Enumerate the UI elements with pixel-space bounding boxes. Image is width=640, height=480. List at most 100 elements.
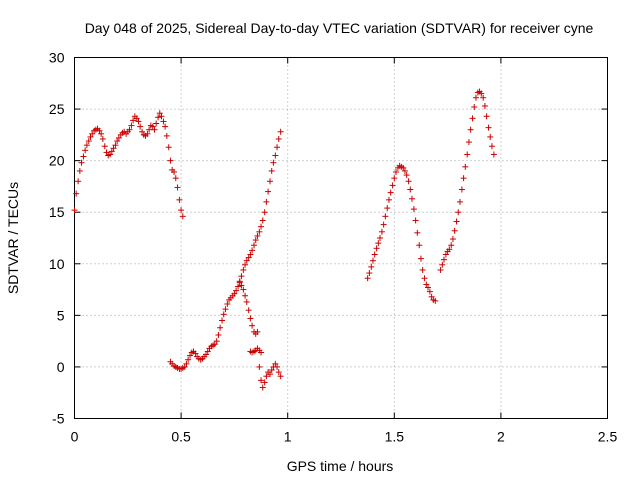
data-point [75,178,82,185]
y-tick-label: 20 [49,153,65,169]
data-point [259,217,266,224]
data-point [416,242,423,249]
data-point [256,363,263,370]
data-point [215,331,222,338]
data-point [446,246,453,253]
data-point [71,207,78,214]
data-point [203,351,210,358]
data-point [165,144,172,151]
data-point [254,232,261,239]
data-point [366,270,373,277]
data-point [238,273,245,280]
data-point [462,163,469,170]
data-point [110,145,117,152]
data-point [243,298,250,305]
data-point [256,228,263,235]
data-point [451,227,458,234]
data-point [220,311,227,318]
data-point [231,290,238,297]
data-point [421,275,428,282]
y-tick-label: 30 [49,50,65,66]
data-point [471,104,478,111]
data-point [414,229,421,236]
data-point [149,123,156,130]
data-point [96,127,103,134]
data-point [277,128,284,135]
data-point [488,143,495,150]
data-point [274,363,281,370]
data-point [373,245,380,252]
data-point [481,102,488,109]
data-point [272,152,279,159]
data-point [158,113,165,120]
data-point [176,196,183,203]
data-point [387,189,394,196]
data-point [114,138,121,145]
data-point [249,247,256,254]
x-tick-label: 0 [71,429,79,445]
data-point [162,123,169,130]
data-point [167,157,174,164]
data-point [469,115,476,122]
data-point [389,182,396,189]
data-point [439,261,446,268]
x-axis-label: GPS time / hours [287,458,394,474]
data-point [252,237,259,244]
data-point [235,283,242,290]
data-point [99,135,106,142]
data-point [408,195,415,202]
data-point [391,175,398,182]
data-point [419,266,426,273]
data-point [247,251,254,258]
data-point [270,159,277,166]
data-point [380,221,387,228]
data-point [156,110,163,117]
data-point [107,151,114,158]
data-point [465,139,472,146]
data-point [275,369,282,376]
data-point [80,153,87,160]
data-point [432,297,439,304]
data-point [151,126,158,133]
data-point [267,178,274,185]
data-point [261,379,268,386]
data-point [240,286,247,293]
data-point [364,275,371,282]
data-point [412,217,419,224]
data-point [137,123,144,130]
data-point [440,256,447,263]
data-point [160,118,167,125]
data-point [464,151,471,158]
data-point [393,168,400,175]
data-point [247,315,254,322]
data-point [236,278,243,285]
data-point [368,263,375,270]
data-point [133,115,140,122]
data-point [112,142,119,149]
data-point [369,257,376,264]
data-point [259,384,266,391]
y-tick-label: -5 [52,411,65,427]
data-point [83,142,90,149]
data-point [483,113,490,120]
data-point [224,301,231,308]
data-point [400,164,407,171]
data-point [424,284,431,291]
data-point [384,205,391,212]
data-point [243,257,250,264]
data-point [407,186,414,193]
y-tick-label: 25 [49,101,65,117]
data-point [98,130,105,137]
data-point [378,228,385,235]
data-point [219,317,226,324]
data-point [185,356,192,363]
data-point [428,293,435,300]
data-point [187,352,194,359]
data-point [460,175,467,182]
data-point [115,134,122,141]
data-point [192,350,199,357]
x-tick-label: 1.5 [385,429,405,445]
data-point [405,178,412,185]
